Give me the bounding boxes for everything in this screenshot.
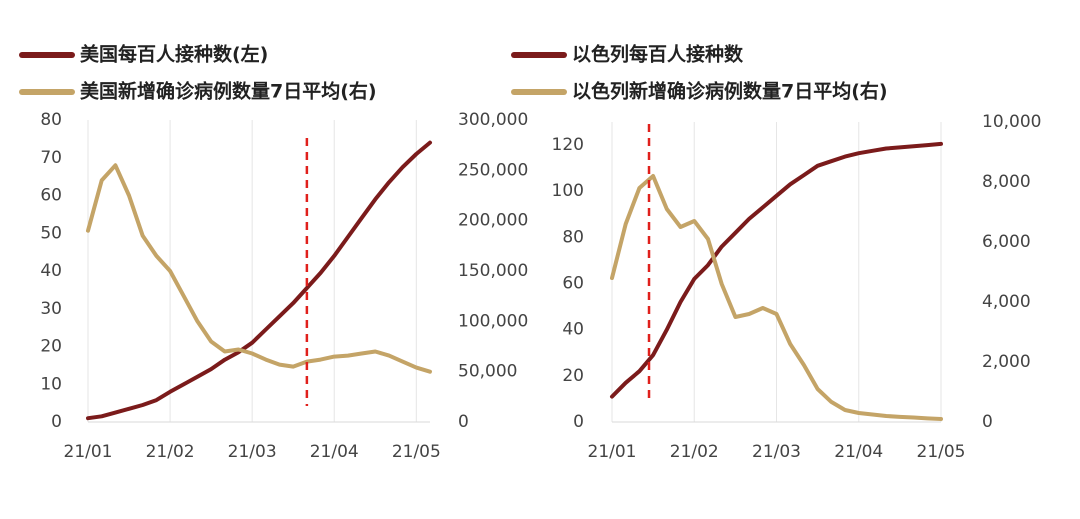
- legend-label: 以色列每百人接种数: [572, 43, 744, 66]
- y2-tick-label: 8,000: [982, 172, 1031, 192]
- x-tick-label: 21/05: [917, 442, 966, 462]
- y2-tick-label: 2,000: [982, 352, 1031, 372]
- legend-label: 美国新增确诊病例数量7日平均(右): [80, 80, 377, 103]
- x-tick-label: 21/01: [588, 442, 637, 462]
- y-tick-label: 40: [40, 261, 62, 281]
- y2-tick-label: 50,000: [458, 362, 517, 382]
- legend-label: 美国每百人接种数(左): [80, 43, 268, 66]
- x-tick-label: 21/05: [392, 442, 441, 462]
- series-line: [86, 140, 432, 421]
- y-tick-label: 60: [40, 186, 62, 206]
- y-tick-label: 10: [40, 374, 62, 394]
- y-tick-label: 30: [40, 299, 62, 319]
- series-line: [610, 174, 943, 421]
- y-tick-label: 60: [562, 274, 584, 294]
- y-tick-label: 100: [552, 181, 584, 201]
- y2-tick-label: 0: [982, 412, 993, 432]
- y2-tick-label: 150,000: [458, 261, 528, 281]
- x-tick-label: 21/04: [310, 442, 359, 462]
- y-tick-label: 70: [40, 148, 62, 168]
- series-line: [610, 141, 943, 399]
- y2-tick-label: 0: [458, 412, 469, 432]
- x-tick-label: 21/02: [670, 442, 719, 462]
- y-tick-label: 80: [562, 227, 584, 247]
- x-tick-label: 21/01: [64, 442, 113, 462]
- x-tick-label: 21/03: [228, 442, 277, 462]
- y2-tick-label: 200,000: [458, 211, 528, 231]
- y2-tick-label: 6,000: [982, 232, 1031, 252]
- y2-tick-label: 300,000: [458, 110, 528, 130]
- y-tick-label: 20: [40, 337, 62, 357]
- y2-tick-label: 10,000: [982, 112, 1041, 132]
- y-tick-label: 0: [573, 412, 584, 432]
- y2-tick-label: 250,000: [458, 160, 528, 180]
- y-tick-label: 40: [562, 320, 584, 340]
- y-tick-label: 50: [40, 223, 62, 243]
- y-tick-label: 0: [51, 412, 62, 432]
- legend-label: 以色列新增确诊病例数量7日平均(右): [572, 80, 888, 103]
- x-tick-label: 21/04: [834, 442, 883, 462]
- x-tick-label: 21/03: [752, 442, 801, 462]
- x-tick-label: 21/02: [146, 442, 195, 462]
- series-line: [86, 163, 432, 374]
- y-tick-label: 120: [552, 135, 584, 155]
- y-tick-label: 20: [562, 366, 584, 386]
- y2-tick-label: 100,000: [458, 311, 528, 331]
- y2-tick-label: 4,000: [982, 292, 1031, 312]
- y-tick-label: 80: [40, 110, 62, 130]
